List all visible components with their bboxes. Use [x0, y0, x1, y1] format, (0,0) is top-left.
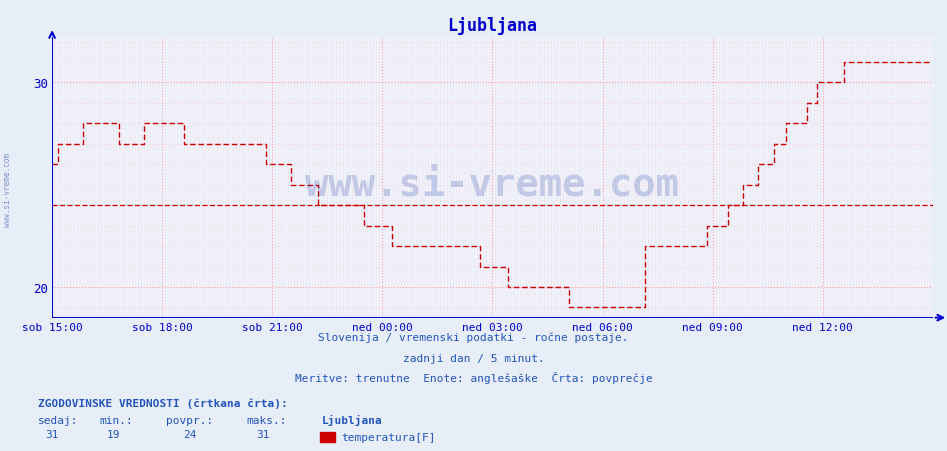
Text: maks.:: maks.: [246, 415, 287, 425]
Text: sedaj:: sedaj: [38, 415, 79, 425]
Text: 24: 24 [183, 429, 196, 439]
Text: Slovenija / vremenski podatki - ročne postaje.: Slovenija / vremenski podatki - ročne po… [318, 332, 629, 342]
Text: Meritve: trenutne  Enote: anglešaške  Črta: povprečje: Meritve: trenutne Enote: anglešaške Črta… [295, 371, 652, 383]
Text: www.si-vreme.com: www.si-vreme.com [306, 165, 679, 202]
Text: zadnji dan / 5 minut.: zadnji dan / 5 minut. [402, 353, 545, 363]
Text: www.si-vreme.com: www.si-vreme.com [3, 152, 12, 226]
Text: min.:: min.: [99, 415, 134, 425]
Text: 31: 31 [45, 429, 59, 439]
Title: Ljubljana: Ljubljana [447, 18, 538, 35]
Text: 31: 31 [257, 429, 270, 439]
Text: povpr.:: povpr.: [166, 415, 213, 425]
Text: ZGODOVINSKE VREDNOSTI (črtkana črta):: ZGODOVINSKE VREDNOSTI (črtkana črta): [38, 397, 288, 408]
Text: temperatura[F]: temperatura[F] [341, 433, 436, 442]
Text: 19: 19 [107, 429, 120, 439]
Text: Ljubljana: Ljubljana [322, 414, 383, 425]
